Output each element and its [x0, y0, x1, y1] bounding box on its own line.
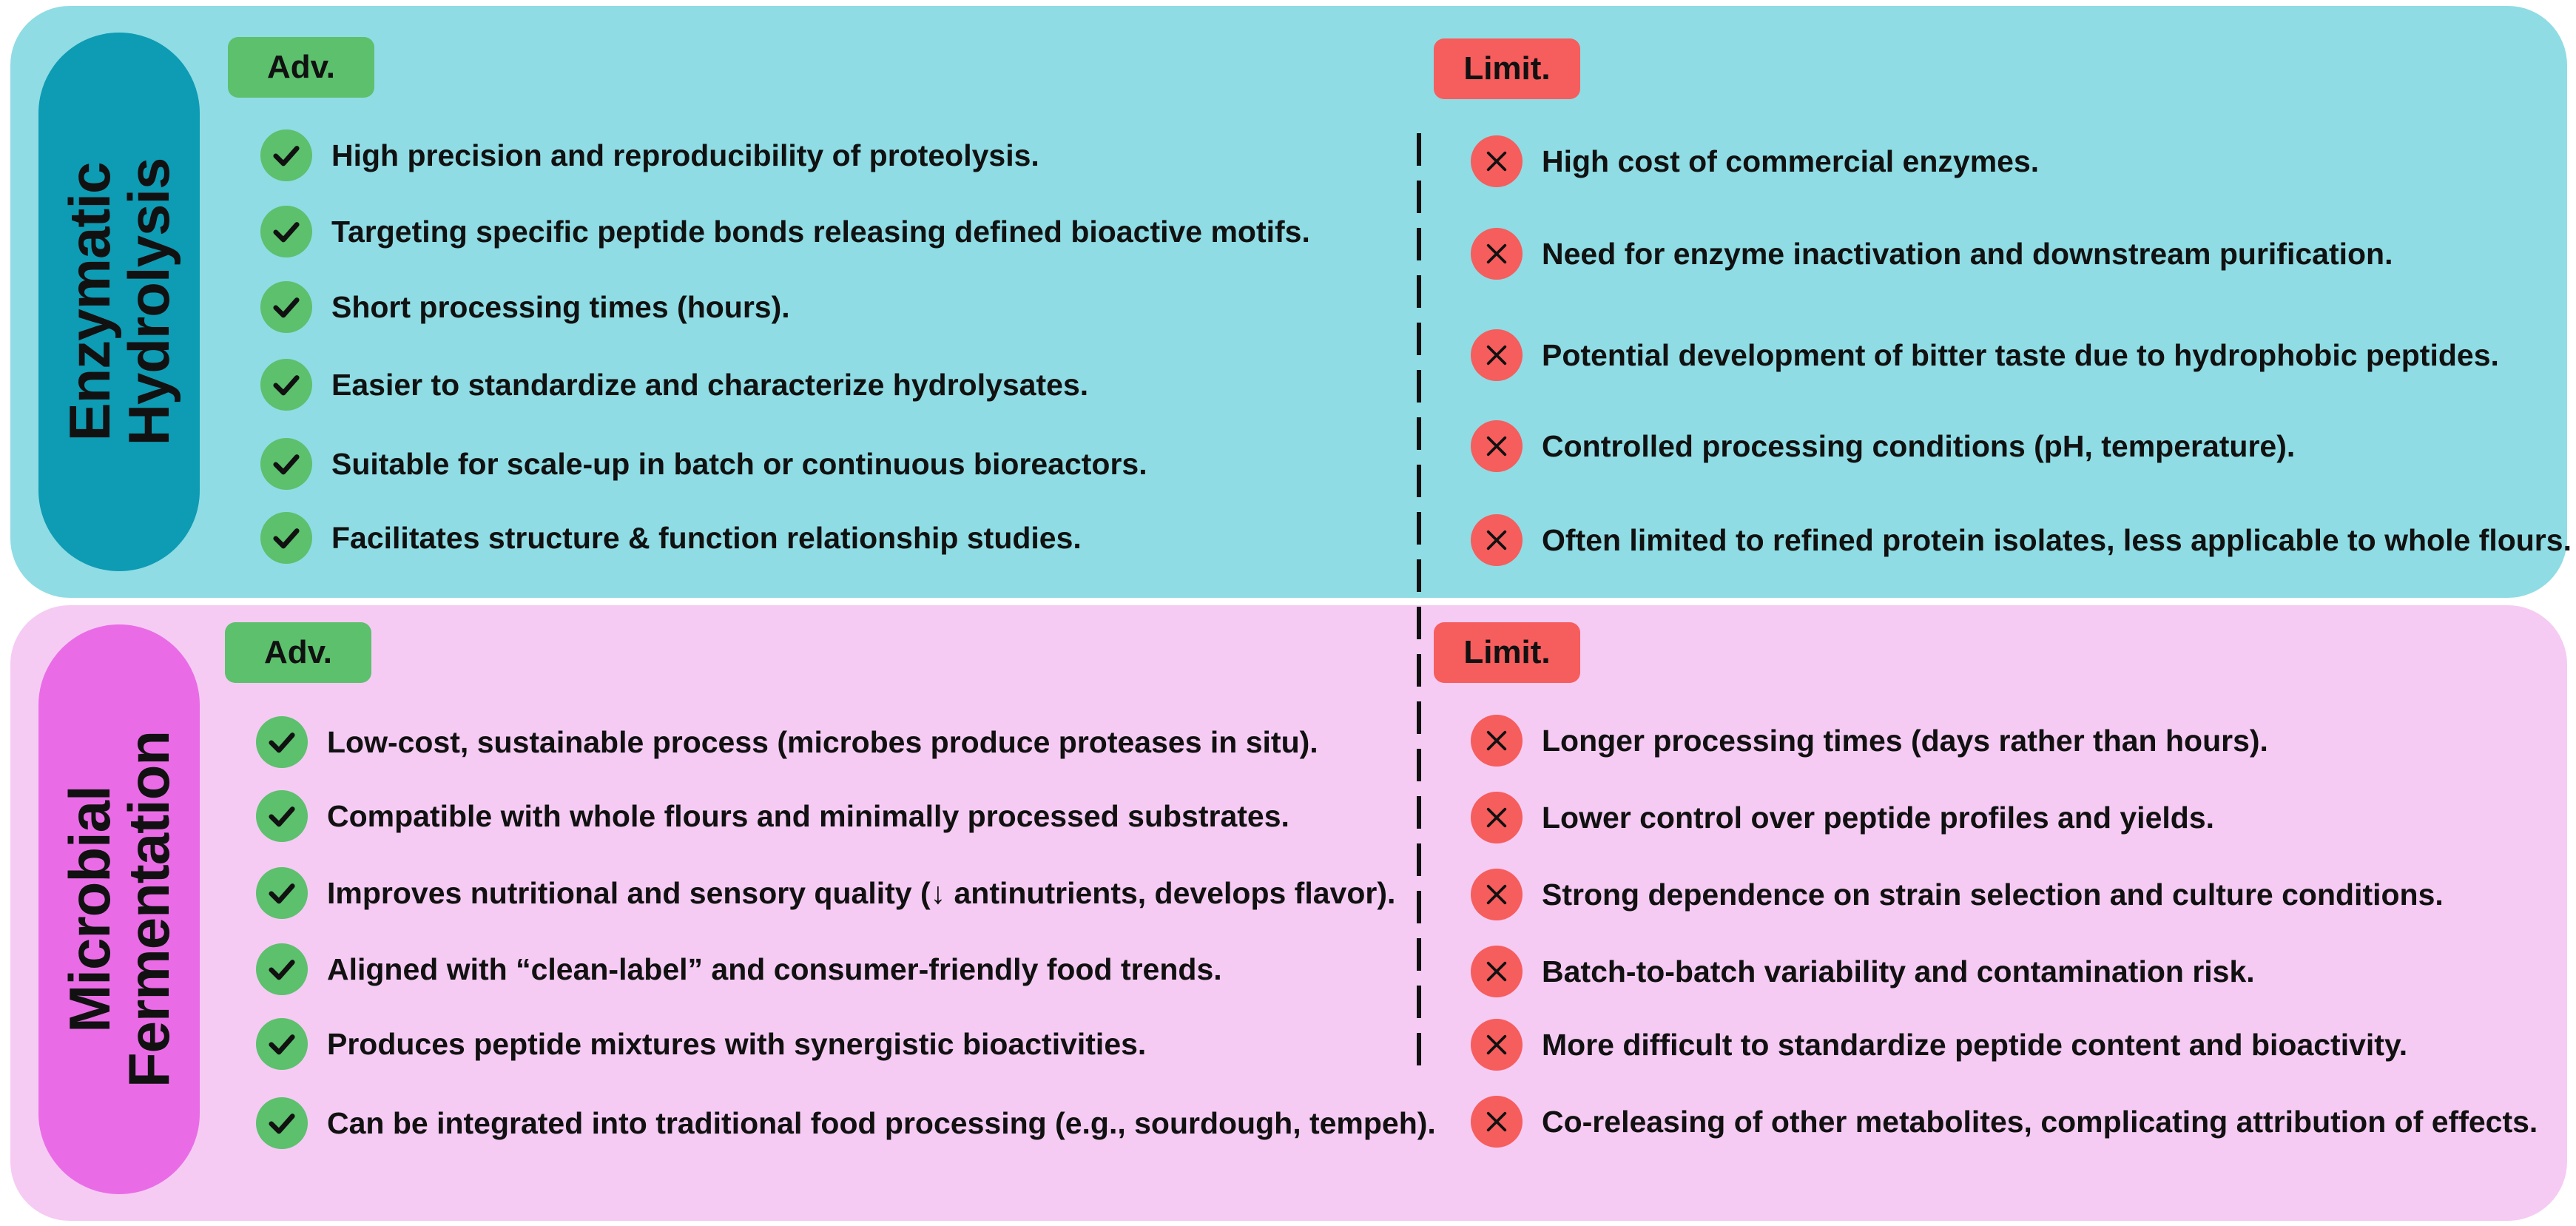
cross-icon [1471, 1096, 1523, 1148]
cross-icon [1471, 869, 1523, 920]
fermentation-title-line2: Fermentation [116, 730, 181, 1088]
fermentation-limitation-item: Lower control over peptide profiles and … [1471, 792, 2214, 843]
advantage-text: Aligned with “clean-label” and consumer-… [327, 952, 1222, 986]
limitation-text: More difficult to standardize peptide co… [1542, 1027, 2408, 1062]
cross-icon [1471, 135, 1523, 187]
limitation-text: Controlled processing conditions (pH, te… [1542, 428, 2296, 463]
cross-icon [1471, 514, 1523, 566]
cross-icon [1471, 329, 1523, 381]
cross-icon [1471, 946, 1523, 997]
fermentation-advantage-item: Aligned with “clean-label” and consumer-… [256, 943, 1222, 995]
enzymatic-limitation-item: Potential development of bitter taste du… [1471, 329, 2499, 381]
check-icon [256, 943, 308, 995]
fermentation-limitation-item: Co-releasing of other metabolites, compl… [1471, 1096, 2538, 1148]
cross-icon [1471, 1019, 1523, 1071]
check-icon [256, 790, 308, 842]
enzymatic-limit-tag: Limit. [1434, 38, 1580, 99]
enzymatic-limitation-item: Often limited to refined protein isolate… [1471, 514, 2572, 566]
advantage-text: Suitable for scale-up in batch or contin… [331, 446, 1147, 481]
fermentation-advantage-item: Can be integrated into traditional food … [256, 1097, 1436, 1149]
enzymatic-hydrolysis-panel [10, 6, 2567, 598]
cross-icon [1471, 228, 1523, 280]
check-icon [256, 716, 308, 768]
check-icon [256, 867, 308, 919]
advantage-text: Can be integrated into traditional food … [327, 1105, 1436, 1140]
limitation-text: Batch-to-batch variability and contamina… [1542, 954, 2255, 988]
microbial-fermentation-title: Microbial Fermentation [57, 730, 181, 1088]
fermentation-limitation-item: Batch-to-batch variability and contamina… [1471, 946, 2255, 997]
advantage-text: Improves nutritional and sensory quality… [327, 875, 1396, 910]
advantage-text: Compatible with whole flours and minimal… [327, 798, 1289, 833]
fermentation-limitation-item: Strong dependence on strain selection an… [1471, 869, 2444, 920]
fermentation-advantage-item: Improves nutritional and sensory quality… [256, 867, 1395, 919]
fermentation-limitation-item: More difficult to standardize peptide co… [1471, 1019, 2407, 1071]
advantage-text: Easier to standardize and characterize h… [331, 367, 1089, 402]
cross-icon [1471, 420, 1523, 472]
microbial-fermentation-panel [10, 605, 2567, 1221]
advantage-text: Low-cost, sustainable process (microbes … [327, 724, 1318, 759]
enzymatic-advantage-item: Facilitates structure & function relatio… [260, 512, 1082, 564]
fermentation-advantage-item: Compatible with whole flours and minimal… [256, 790, 1289, 842]
enzymatic-title-line1: Enzymatic [57, 162, 122, 442]
fermentation-advantage-item: Produces peptide mixtures with synergist… [256, 1018, 1146, 1070]
enzymatic-advantage-item: Easier to standardize and characterize h… [260, 359, 1088, 411]
enzymatic-limitation-item: High cost of commercial enzymes. [1471, 135, 2039, 187]
check-icon [256, 1097, 308, 1149]
check-icon [256, 1018, 308, 1070]
limitation-text: Co-releasing of other metabolites, compl… [1542, 1104, 2538, 1139]
fermentation-limitation-item: Longer processing times (days rather tha… [1471, 715, 2268, 767]
limitation-text: Often limited to refined protein isolate… [1542, 522, 2572, 557]
enzymatic-hydrolysis-pill: Enzymatic Hydrolysis [38, 33, 200, 571]
limitation-text: Lower control over peptide profiles and … [1542, 800, 2215, 835]
enzymatic-hydrolysis-title: Enzymatic Hydrolysis [57, 158, 181, 446]
enzymatic-adv-tag: Adv. [228, 37, 374, 98]
enzymatic-limitation-item: Controlled processing conditions (pH, te… [1471, 420, 2295, 472]
cross-icon [1471, 715, 1523, 767]
cross-icon [1471, 792, 1523, 843]
enzymatic-limitation-item: Need for enzyme inactivation and downstr… [1471, 228, 2393, 280]
advantage-text: High precision and reproducibility of pr… [331, 138, 1039, 172]
check-icon [260, 359, 312, 411]
advantage-text: Targeting specific peptide bonds releasi… [331, 214, 1310, 249]
check-icon [260, 512, 312, 564]
limitation-text: Potential development of bitter taste du… [1542, 337, 2499, 372]
check-icon [260, 438, 312, 490]
enzymatic-advantage-item: Targeting specific peptide bonds releasi… [260, 206, 1310, 257]
fermentation-adv-tag: Adv. [225, 622, 371, 683]
microbial-fermentation-pill: Microbial Fermentation [38, 624, 200, 1194]
advantage-text: Short processing times (hours). [331, 289, 790, 324]
fermentation-limit-tag: Limit. [1434, 622, 1580, 683]
enzymatic-title-line2: Hydrolysis [116, 158, 181, 446]
limitation-text: Longer processing times (days rather tha… [1542, 723, 2268, 758]
limitation-text: Strong dependence on strain selection an… [1542, 877, 2444, 912]
advantage-text: Produces peptide mixtures with synergist… [327, 1026, 1147, 1061]
fermentation-advantage-item: Low-cost, sustainable process (microbes … [256, 716, 1318, 768]
check-icon [260, 206, 312, 257]
check-icon [260, 281, 312, 333]
limitation-text: Need for enzyme inactivation and downstr… [1542, 236, 2393, 271]
limitation-text: High cost of commercial enzymes. [1542, 144, 2040, 178]
enzymatic-advantage-item: Short processing times (hours). [260, 281, 790, 333]
column-divider [1417, 133, 1421, 1074]
fermentation-title-line1: Microbial [57, 786, 122, 1033]
enzymatic-advantage-item: High precision and reproducibility of pr… [260, 129, 1039, 181]
advantage-text: Facilitates structure & function relatio… [331, 520, 1082, 555]
check-icon [260, 129, 312, 181]
enzymatic-advantage-item: Suitable for scale-up in batch or contin… [260, 438, 1147, 490]
